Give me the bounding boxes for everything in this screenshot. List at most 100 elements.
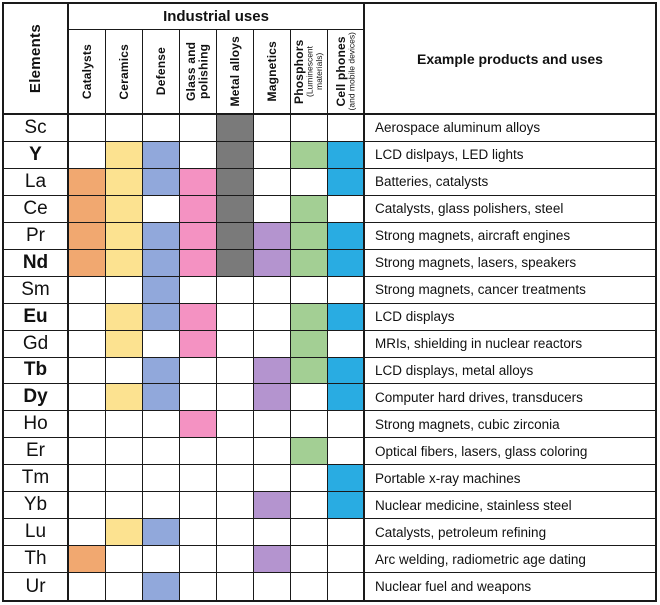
use-cell-Tb-phosphors xyxy=(291,357,328,385)
use-cell-Sm-phosphors xyxy=(291,276,328,304)
column-header-defense: Defense xyxy=(143,30,180,115)
use-cell-Pr-phosphors xyxy=(291,222,328,250)
example-cell-Ce: Catalysts, glass polishers, steel xyxy=(365,196,655,223)
use-cell-Gd-ceramics xyxy=(106,330,143,358)
use-cell-Lu-catalysts xyxy=(69,519,106,547)
use-cell-Y-glass xyxy=(180,141,217,169)
example-cell-Sc: Aerospace aluminum alloys xyxy=(365,115,655,142)
use-cell-Er-defense xyxy=(143,438,180,466)
use-cell-Tb-magnetics xyxy=(254,357,291,385)
use-cell-Er-phosphors xyxy=(291,438,328,466)
example-products-column-header-label: Example products and uses xyxy=(417,50,603,67)
use-cell-Gd-catalysts xyxy=(69,330,106,358)
use-cell-Sc-defense xyxy=(143,115,180,142)
example-cell-Ur: Nuclear fuel and weapons xyxy=(375,579,532,595)
column-header-catalysts: Catalysts xyxy=(69,30,106,115)
use-cell-Lu-phosphors xyxy=(291,519,328,547)
use-cell-Y-phosphors xyxy=(291,141,328,169)
use-cell-Eu-glass xyxy=(180,303,217,331)
example-cell-Y: LCD dislpays, LED lights xyxy=(365,142,655,169)
use-cell-Th-glass xyxy=(180,546,217,574)
use-cell-La-phosphors xyxy=(291,168,328,196)
use-cell-Pr-catalysts xyxy=(69,222,106,250)
use-cell-Eu-phosphors xyxy=(291,303,328,331)
use-cell-Tb-metal-alloys xyxy=(217,357,254,385)
use-cell-Yb-defense xyxy=(143,492,180,520)
use-cell-Eu-defense xyxy=(143,303,180,331)
use-cell-Pr-glass xyxy=(180,222,217,250)
column-header-metal-alloys-text: Metal alloys xyxy=(227,36,242,107)
use-cell-Ho-defense xyxy=(143,411,180,439)
elements-column-header-label: Elements xyxy=(26,23,44,94)
use-cell-Ho-ceramics xyxy=(106,411,143,439)
use-cell-Sm-catalysts xyxy=(69,276,106,304)
use-cell-Y-cell-phones xyxy=(328,141,365,169)
use-cell-Pr-defense xyxy=(143,222,180,250)
use-cell-Eu-catalysts xyxy=(69,303,106,331)
element-symbol-Dy: Dy xyxy=(4,384,69,412)
use-cell-Sm-magnetics xyxy=(254,276,291,304)
use-cell-Tm-ceramics xyxy=(106,465,143,493)
column-header-phosphors-label: Phosphors (Luminescent materials) xyxy=(292,32,324,111)
use-cell-Gd-defense xyxy=(143,330,180,358)
column-header-cell-phones: Cell phones (and mobile devices) xyxy=(328,30,365,115)
column-header-magnetics: Magnetics xyxy=(254,30,291,115)
use-cell-Ur-defense xyxy=(143,573,180,600)
use-cell-Tb-cell-phones xyxy=(328,357,365,385)
element-symbol-Sm: Sm xyxy=(4,276,69,304)
example-cell-Ho: Strong magnets, cubic zirconia xyxy=(365,411,655,439)
column-header-magnetics-text: Magnetics xyxy=(264,41,279,102)
use-cell-Y-ceramics xyxy=(106,141,143,169)
use-cell-Th-catalysts xyxy=(69,546,106,574)
industrial-uses-banner-label: Industrial uses xyxy=(163,8,269,25)
element-symbol-Pr: Pr xyxy=(4,222,69,250)
use-cell-Th-metal-alloys xyxy=(217,546,254,574)
element-symbol-Ce: Ce xyxy=(4,195,69,223)
example-cell-Nd: Strong magnets, lasers, speakers xyxy=(365,250,655,277)
use-cell-Eu-metal-alloys xyxy=(217,303,254,331)
use-cell-Sm-metal-alloys xyxy=(217,276,254,304)
use-cell-Nd-magnetics xyxy=(254,249,291,277)
example-cell-Lu: Catalysts, petroleum refining xyxy=(365,519,655,547)
use-cell-Er-glass xyxy=(180,438,217,466)
use-cell-Ur-phosphors xyxy=(291,573,328,600)
use-cell-Yb-metal-alloys xyxy=(217,492,254,520)
use-cell-Sm-cell-phones xyxy=(328,276,365,304)
example-cell-Th: Arc welding, radiometric age dating xyxy=(365,546,655,574)
use-cell-Y-catalysts xyxy=(69,141,106,169)
column-header-cell-phones-text: Cell phones xyxy=(333,36,348,107)
use-cell-Tm-phosphors xyxy=(291,465,328,493)
use-cell-Sm-ceramics xyxy=(106,276,143,304)
use-cell-Yb-phosphors xyxy=(291,492,328,520)
column-header-glass-label: Glass and polishing xyxy=(184,32,211,111)
use-cell-Sc-ceramics xyxy=(106,115,143,142)
example-cell-Eu: LCD displays xyxy=(365,304,655,331)
use-cell-Sm-glass xyxy=(180,276,217,304)
use-cell-Er-magnetics xyxy=(254,438,291,466)
use-cell-Th-cell-phones xyxy=(328,546,365,574)
use-cell-Sc-metal-alloys xyxy=(217,115,254,142)
use-cell-Tm-cell-phones xyxy=(328,465,365,493)
use-cell-Tm-magnetics xyxy=(254,465,291,493)
use-cell-La-cell-phones xyxy=(328,168,365,196)
example-cell-Tm: Portable x-ray machines xyxy=(365,465,655,493)
element-symbol-Eu: Eu xyxy=(4,303,69,331)
use-cell-Th-defense xyxy=(143,546,180,574)
use-cell-La-catalysts xyxy=(69,168,106,196)
use-cell-Pr-magnetics xyxy=(254,222,291,250)
use-cell-Ce-defense xyxy=(143,195,180,223)
use-cell-Ho-glass xyxy=(180,411,217,439)
use-cell-La-glass xyxy=(180,168,217,196)
use-cell-Yb-cell-phones xyxy=(328,492,365,520)
use-cell-Ho-catalysts xyxy=(69,411,106,439)
use-cell-La-magnetics xyxy=(254,168,291,196)
use-cell-Ur-ceramics xyxy=(106,573,143,600)
use-cell-Dy-defense xyxy=(143,384,180,412)
use-cell-Ur-glass xyxy=(180,573,217,600)
use-cell-Gd-metal-alloys xyxy=(217,330,254,358)
use-cell-Tb-ceramics xyxy=(106,357,143,385)
use-cell-Sc-phosphors xyxy=(291,115,328,142)
use-cell-Tb-glass xyxy=(180,357,217,385)
use-cell-Y-magnetics xyxy=(254,141,291,169)
